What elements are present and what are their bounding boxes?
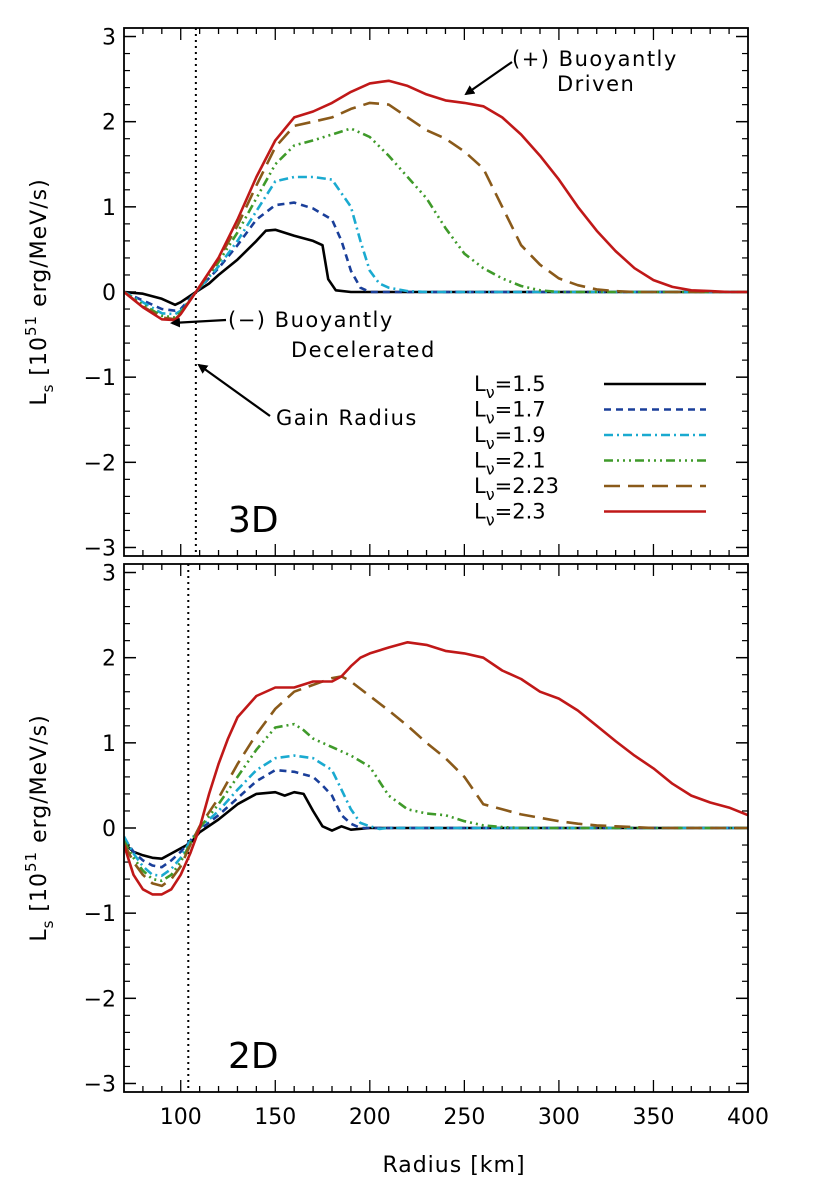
series-line-2-1: [124, 127, 748, 319]
x-tick-label: 250: [443, 1105, 485, 1130]
y-tick-label: 1: [102, 732, 116, 757]
arrow-buoyantly-driven: [464, 61, 513, 96]
series-line-2-3: [124, 79, 748, 322]
y-tick-label: −2: [84, 987, 116, 1012]
arrow-buoyantly-decelerated: [170, 317, 227, 328]
annotation-buoyantly-driven: Driven: [557, 72, 635, 96]
y-tick-label: −3: [84, 1072, 116, 1097]
y-tick-label: 2: [102, 647, 116, 672]
legend-label: Lν=1.5: [474, 372, 546, 402]
x-tick-label: 350: [632, 1105, 674, 1130]
legend-label: Lν=1.9: [474, 423, 546, 453]
panel-3d: −3 −2 −1 0 1 2 3 3D Ls [1051 erg/MeV/s): [22, 26, 749, 561]
annotation-gain-radius: Gain Radius: [276, 406, 418, 430]
panel-tag: 2D: [228, 1036, 279, 1077]
annotation-buoyantly-driven: (+) Buoyantly: [512, 47, 678, 71]
series-line-1-9: [124, 754, 748, 877]
plot-frame: [123, 27, 749, 557]
legend-label: Lν=2.3: [474, 500, 546, 530]
y-tick-label: −3: [84, 536, 116, 561]
series-line-1-7: [124, 768, 748, 869]
x-tick-label: 100: [160, 1105, 202, 1130]
series-line-2-1: [124, 722, 748, 883]
annotation-buoyantly-decelerated: (−) Buoyantly: [228, 308, 394, 332]
plot-frame: [123, 563, 749, 1093]
y-tick-label: 3: [102, 562, 116, 587]
x-tick-label: 200: [349, 1105, 391, 1130]
series-line-2-3: [124, 641, 748, 896]
legend-label: Lν=2.23: [474, 474, 559, 504]
y-tick-label: −1: [84, 902, 116, 927]
y-tick-label: 2: [102, 111, 116, 136]
x-tick-label: 400: [727, 1105, 769, 1130]
series-line-1-5: [124, 228, 748, 307]
y-tick-label: 3: [102, 26, 116, 51]
y-tick-label: −2: [84, 451, 116, 476]
y-axis-label: Ls [1051 erg/MeV/s): [22, 178, 57, 405]
x-axis-label: Radius [km]: [382, 1153, 525, 1178]
y-tick-label: −1: [84, 366, 116, 391]
panel-2d: −3 −2 −1 0 1 2 3 100 150 200 250 300 350 400 2D Ls [105…: [22, 562, 769, 1130]
y-tick-label: 1: [102, 196, 116, 221]
series-line-2-23: [124, 101, 748, 321]
y-tick-label: 0: [102, 281, 116, 306]
x-tick-label: 300: [538, 1105, 580, 1130]
legend-label: Lν=2.1: [474, 449, 546, 479]
annotation-buoyantly-decelerated: Decelerated: [291, 338, 436, 362]
series-line-1-7: [124, 201, 748, 312]
series-line-1-5: [124, 790, 748, 860]
y-axis-label: Ls [1051 erg/MeV/s): [22, 714, 57, 941]
legend-label: Lν=1.7: [474, 398, 546, 428]
series-line-1-9: [124, 175, 748, 316]
series-line-2-23: [124, 675, 748, 888]
x-tick-label: 150: [254, 1105, 296, 1130]
arrow-gain-radius: [197, 363, 271, 417]
panel-tag: 3D: [228, 500, 279, 541]
y-tick-label: 0: [102, 817, 116, 842]
